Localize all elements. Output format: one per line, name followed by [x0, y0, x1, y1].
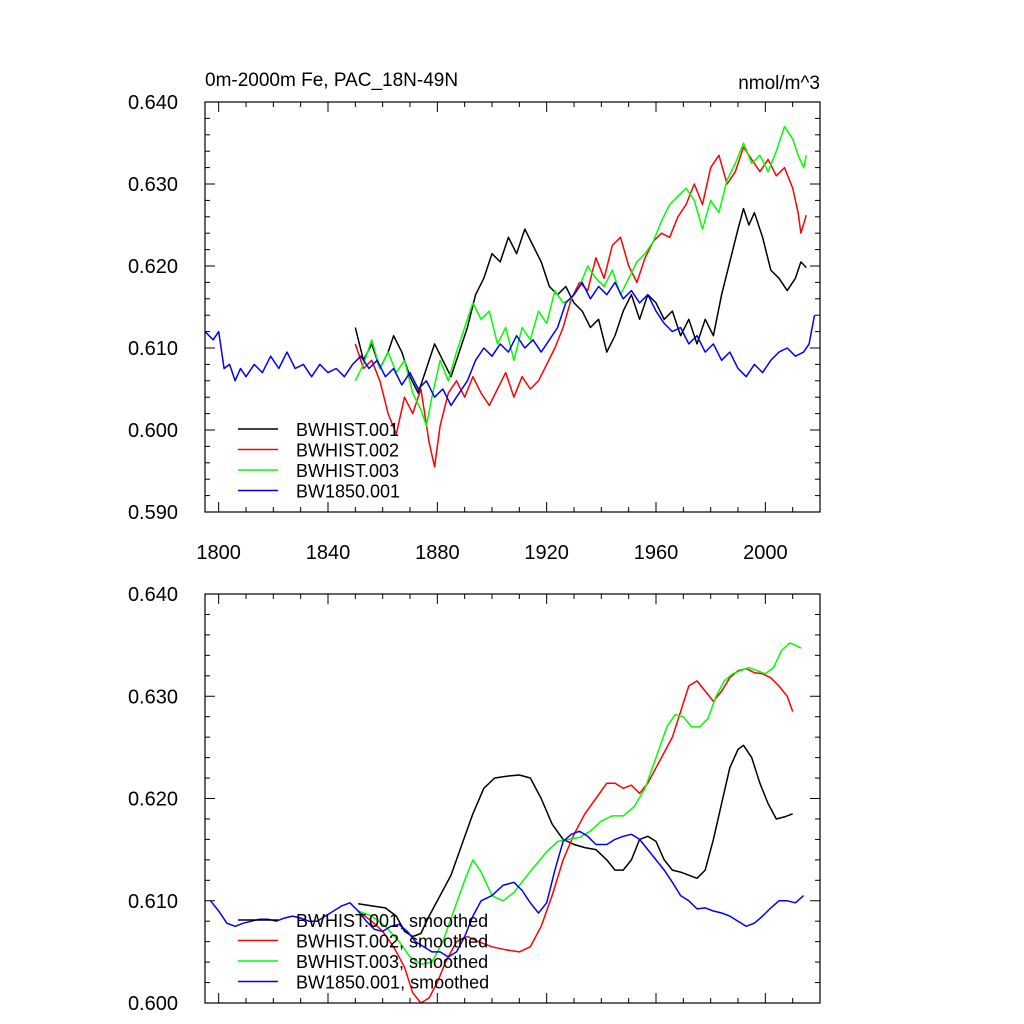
series-line-0 [354, 207, 807, 394]
series-line-2 [354, 125, 808, 427]
y-tick-label: 0.610 [128, 338, 178, 360]
y-tick-label: 0.630 [128, 686, 178, 708]
y-tick-label: 0.600 [128, 420, 178, 442]
units-label: nmol/m^3 [738, 73, 820, 94]
plot-frame [204, 101, 821, 513]
series-line-2 [357, 642, 802, 965]
legend-label: BW1850.001 [296, 482, 400, 502]
legend-label: BWHIST.001 [296, 420, 399, 440]
legend-label: BWHIST.002 [296, 441, 399, 461]
bottom-panel: 0.600 0.610 0.620 0.630 0.640 BWHIST.001, smo… [128, 584, 821, 1015]
x-tick-label: 1880 [415, 542, 460, 564]
x-tick-label: 1960 [634, 542, 679, 564]
y-tick-label: 0.620 [128, 256, 178, 278]
legend-label: BWHIST.003, smoothed [296, 952, 488, 972]
legend-label: BWHIST.003 [296, 461, 399, 481]
x-tick-label: 1920 [524, 542, 569, 564]
top-panel: 1800 1840 1880 1920 1960 2000 0.590 0.600 0.610 0… [128, 70, 821, 564]
x-tick-label: 2000 [743, 542, 788, 564]
series-line-1 [354, 146, 808, 468]
legend-label: BWHIST.001, smoothed [296, 911, 488, 931]
y-tick-label: 0.610 [128, 891, 178, 913]
y-tick-label: 0.590 [128, 502, 178, 524]
y-tick-label: 0.640 [128, 584, 178, 606]
series-line-3 [209, 830, 805, 958]
chart-title: 0m-2000m Fe, PAC_18N-49N [205, 70, 458, 91]
y-tick-label: 0.620 [128, 789, 178, 811]
legend-label: BWHIST.002, smoothed [296, 932, 488, 952]
y-tick-label: 0.630 [128, 174, 178, 196]
series-line-3 [204, 281, 816, 407]
legend-label: BW1850.001, smoothed [296, 973, 489, 993]
series-line-1 [357, 667, 794, 1004]
y-tick-label: 0.640 [128, 92, 178, 114]
series-line-0 [357, 744, 793, 938]
x-tick-label: 1840 [306, 542, 351, 564]
y-tick-label: 0.600 [128, 993, 178, 1015]
x-tick-label: 1800 [196, 542, 241, 564]
